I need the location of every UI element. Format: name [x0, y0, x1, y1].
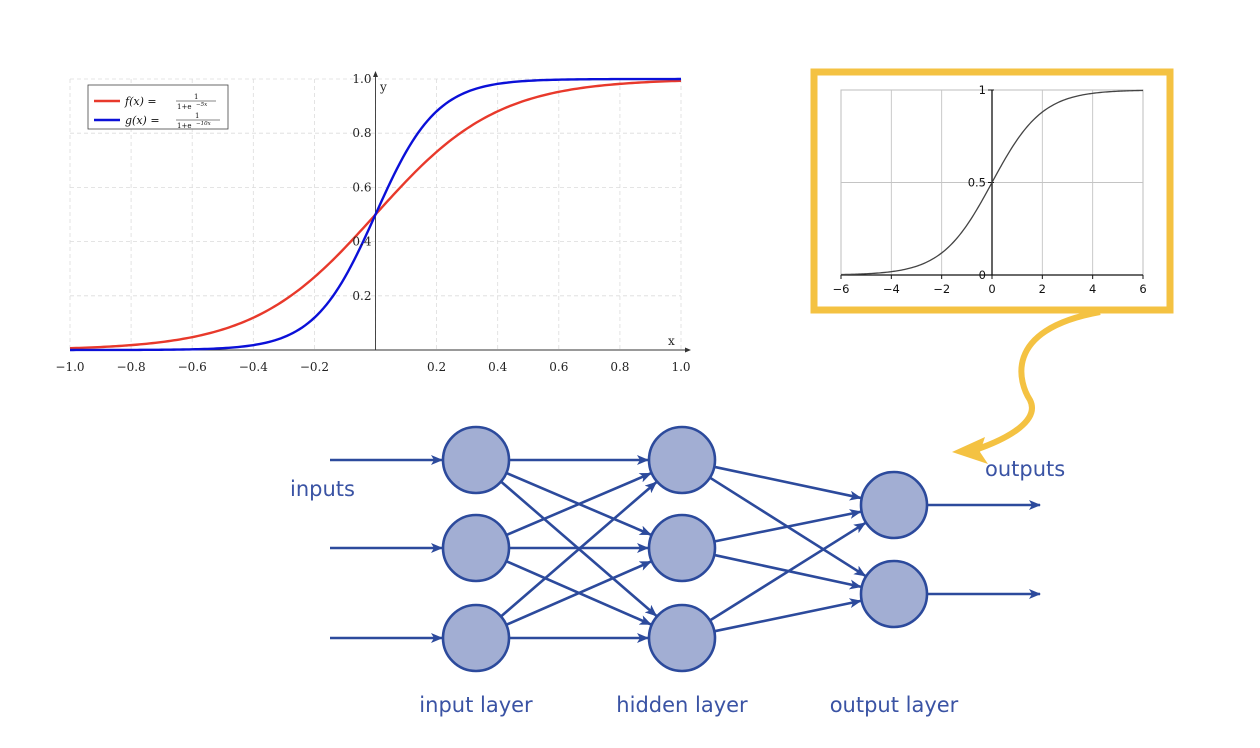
inset-y-tick-label: 1 — [979, 83, 986, 97]
chart-legend: f(x) = 1 1+e −5x g(x) = 1 1+e −10x — [87, 84, 229, 130]
y-axis-label: y — [379, 80, 387, 94]
legend-g-label: g(x) = — [125, 114, 160, 127]
inset-x-tick-label: 2 — [1039, 282, 1046, 296]
x-tick-label: −0.8 — [117, 360, 146, 374]
legend-f-exponent: −5x — [196, 102, 208, 108]
x-tick-label: −1.0 — [55, 360, 84, 374]
x-tick-label: −0.6 — [178, 360, 207, 374]
inset-y-tick-labels: 00.51 — [968, 83, 986, 282]
network-nodes — [441, 425, 929, 673]
y-tick-label: 1.0 — [352, 72, 371, 86]
inset-x-tick-label: 4 — [1089, 282, 1096, 296]
inset-x-tick-label: 6 — [1139, 282, 1146, 296]
inset-y-tick-label: 0 — [979, 268, 986, 282]
hidden-neuron — [647, 603, 717, 673]
network-connection — [712, 553, 862, 590]
y-tick-label: 0.2 — [352, 289, 371, 303]
inset-sigmoid-line — [840, 89, 1144, 276]
network-connections — [498, 455, 867, 643]
sigmoid-comparison-chart: −1.0 −0.8 −0.6 −0.4 −0.2 0.2 0.4 0.6 0.8 1.0 0.20… — [55, 71, 691, 374]
y-tick-label: 0.4 — [352, 235, 371, 249]
legend-box — [87, 84, 229, 130]
sigmoid-inset-chart: −6 −4 −2 0 2 4 6 00.51 — [810, 68, 1174, 314]
neural-network-diagram: inputs outputs input layer hidden layer … — [290, 425, 1065, 717]
input-layer-label: input layer — [419, 693, 533, 717]
x-tick-labels: −1.0 −0.8 −0.6 −0.4 −0.2 0.2 0.4 0.6 0.8 1.0 — [55, 360, 690, 374]
x-tick-label: 0.4 — [488, 360, 507, 374]
output-neuron — [859, 470, 929, 540]
hidden-layer-label: hidden layer — [616, 693, 748, 717]
legend-f-label: f(x) = — [124, 95, 157, 108]
x-tick-label: 0.2 — [427, 360, 446, 374]
output-neuron — [859, 559, 929, 629]
x-tick-label: −0.4 — [239, 360, 269, 374]
outputs-label: outputs — [985, 457, 1065, 481]
inset-x-tick-label: −2 — [933, 282, 950, 296]
network-connection — [712, 598, 862, 633]
inset-x-tick-label: 0 — [988, 282, 995, 296]
hidden-neuron — [647, 425, 717, 495]
inputs-label: inputs — [290, 477, 355, 501]
x-axis-arrow — [685, 347, 691, 353]
inset-series — [840, 89, 1144, 276]
highlight-connector-arrow — [952, 309, 1101, 464]
legend-f-numerator: 1 — [194, 93, 198, 101]
network-connection — [712, 509, 862, 544]
legend-g-exponent: −10x — [196, 121, 212, 127]
y-tick-labels: 0.2 0.4 0.6 0.8 1.0 — [352, 72, 371, 303]
output-layer-label: output layer — [830, 693, 959, 717]
y-tick-label: 0.6 — [352, 180, 371, 194]
chart-series — [69, 77, 682, 352]
legend-g-denominator: 1+e — [177, 122, 191, 130]
inset-x-tick-labels: −6 −4 −2 0 2 4 6 — [833, 282, 1147, 296]
x-tick-label: −0.2 — [300, 360, 329, 374]
legend-g-numerator: 1 — [195, 112, 199, 120]
network-connection — [712, 465, 862, 501]
x-tick-label: 1.0 — [671, 360, 690, 374]
network-connection — [498, 481, 658, 619]
y-axis-arrow — [373, 71, 378, 77]
network-connection — [503, 560, 652, 627]
inset-x-tick-label: −4 — [883, 282, 900, 296]
inset-x-tick-label: −6 — [833, 282, 850, 296]
hidden-neuron — [647, 513, 717, 583]
connector-arrowhead — [952, 437, 988, 464]
x-tick-label: 0.6 — [549, 360, 568, 374]
network-connection — [503, 472, 652, 538]
connector-curve — [974, 309, 1101, 453]
x-axis-label: x — [668, 334, 675, 348]
y-tick-label: 0.8 — [352, 126, 371, 140]
network-io-arrows — [330, 455, 1041, 643]
series-g-line — [70, 77, 681, 352]
network-connection — [707, 521, 867, 623]
input-neuron — [441, 425, 511, 495]
input-neuron — [441, 603, 511, 673]
inset-y-tick-label: 0.5 — [968, 176, 986, 190]
legend-f-denominator: 1+e — [177, 103, 191, 111]
x-tick-label: 0.8 — [610, 360, 629, 374]
input-neuron — [441, 513, 511, 583]
